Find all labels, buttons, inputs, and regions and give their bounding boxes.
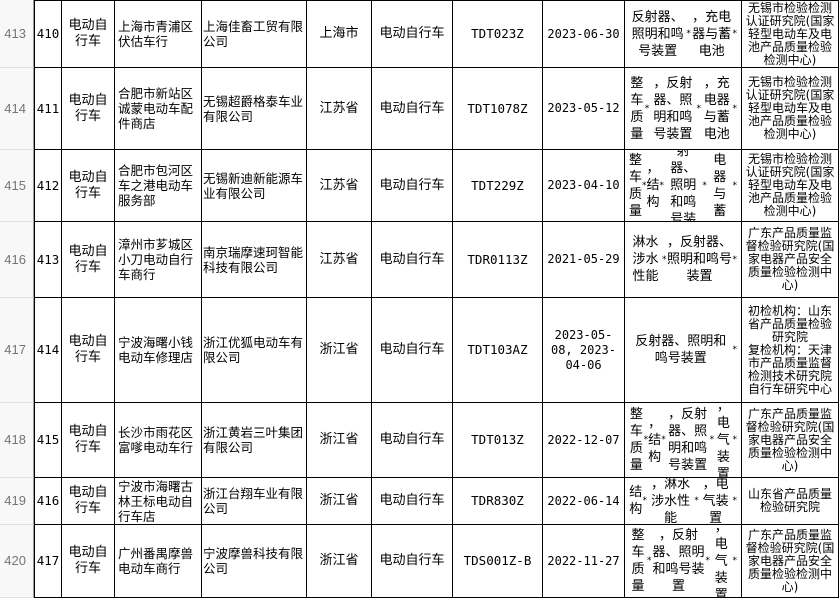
cell-manufacturer[interactable]: 无锡超爵格泰车业有限公司 <box>202 68 307 150</box>
cell-product-name[interactable]: 电动自行车 <box>372 478 453 525</box>
cell-inspection-agency[interactable]: 无锡市检验检测认证研究院(国家轻型电动车及电池产品质量检验检测中心) <box>742 0 839 68</box>
cell-model-number[interactable]: TDT013Z <box>453 403 543 478</box>
row-number-header[interactable]: 419 <box>0 478 34 525</box>
cell-failed-items[interactable]: 反射器、照明和鸣号装置 * ，充电器与蓄电池 * <box>625 0 742 68</box>
cell-product-name[interactable]: 电动自行车 <box>372 298 453 403</box>
row-number-header[interactable]: 418 <box>0 403 34 478</box>
cell-manufacturer[interactable]: 浙江黄岩三叶集团有限公司 <box>202 403 307 478</box>
cell-store-name[interactable]: 合肥市包河区车之港电动车服务部 <box>115 150 202 222</box>
cell-store-name[interactable]: 合肥市新站区诚蒙电动车配件商店 <box>115 68 202 150</box>
cell-product-category[interactable]: 电动自行车 <box>62 150 115 222</box>
table-row: 419 416 电动自行车 宁波市海曙古林王标电动自行车店 浙江台翔车业有限公司… <box>0 478 839 525</box>
cell-store-name[interactable]: 广州番禺摩兽电动车商行 <box>115 525 202 598</box>
cell-province[interactable]: 上海市 <box>307 0 372 68</box>
cell-inspection-agency[interactable]: 无锡市检验检测认证研究院(国家轻型电动车及电池产品质量检验检测中心) <box>742 150 839 222</box>
cell-product-category[interactable]: 电动自行车 <box>62 0 115 68</box>
table-row: 420 417 电动自行车 广州番禺摩兽电动车商行 宁波摩兽科技有限公司 浙江省… <box>0 525 839 598</box>
cell-production-date[interactable]: 2022-06-14 <box>543 478 625 525</box>
cell-inspection-agency[interactable]: 广东产品质量监督检验研究院(国家电器产品安全质量检验检测中心) <box>742 222 839 298</box>
cell-store-name[interactable]: 宁波市海曙古林王标电动自行车店 <box>115 478 202 525</box>
cell-inspection-agency[interactable]: 山东省产品质量检验研究院 <box>742 478 839 525</box>
cell-seq-number[interactable]: 417 <box>34 525 62 598</box>
cell-inspection-agency[interactable]: 无锡市检验检测认证研究院(国家轻型电动车及电池产品质量检验检测中心) <box>742 68 839 150</box>
row-number-header[interactable]: 417 <box>0 298 34 403</box>
cell-product-category[interactable]: 电动自行车 <box>62 222 115 298</box>
cell-seq-number[interactable]: 410 <box>34 0 62 68</box>
cell-model-number[interactable]: TDS001Z-B <box>453 525 543 598</box>
cell-production-date[interactable]: 2022-12-07 <box>543 403 625 478</box>
cell-store-name[interactable]: 长沙市雨花区富嗲电动车行 <box>115 403 202 478</box>
cell-production-date[interactable]: 2023-06-30 <box>543 0 625 68</box>
cell-failed-items[interactable]: 整车质量 * ，反射器、照明和鸣号装置 * ，电气装置 * <box>625 525 742 598</box>
cell-province[interactable]: 江苏省 <box>307 150 372 222</box>
table-row: 414 411 电动自行车 合肥市新站区诚蒙电动车配件商店 无锡超爵格泰车业有限… <box>0 68 839 150</box>
cell-product-category[interactable]: 电动自行车 <box>62 298 115 403</box>
cell-inspection-agency[interactable]: 广东产品质量监督检验研究院(国家电器产品安全质量检验检测中心) <box>742 525 839 598</box>
cell-model-number[interactable]: TDT1078Z <box>453 68 543 150</box>
row-number-header[interactable]: 420 <box>0 525 34 598</box>
cell-product-category[interactable]: 电动自行车 <box>62 525 115 598</box>
cell-product-category[interactable]: 电动自行车 <box>62 478 115 525</box>
cell-production-date[interactable]: 2023-04-10 <box>543 150 625 222</box>
cell-seq-number[interactable]: 414 <box>34 298 62 403</box>
cell-province[interactable]: 浙江省 <box>307 298 372 403</box>
cell-failed-items[interactable]: 整车质量 * ，反射器、照明和鸣号装置 * ，充电器与蓄电池 * <box>625 68 742 150</box>
cell-manufacturer[interactable]: 宁波摩兽科技有限公司 <box>202 525 307 598</box>
cell-manufacturer[interactable]: 无锡新迪新能源车业有限公司 <box>202 150 307 222</box>
cell-province[interactable]: 浙江省 <box>307 403 372 478</box>
cell-inspection-agency[interactable]: 广东产品质量监督检验研究院(国家电器产品安全质量检验检测中心) <box>742 403 839 478</box>
cell-production-date[interactable]: 2023-05-08, 2023-04-06 <box>543 298 625 403</box>
cell-failed-items[interactable]: 结构 * ，淋水涉水性能 * ，电气装置 * <box>625 478 742 525</box>
row-number-header[interactable]: 413 <box>0 0 34 68</box>
table-row: 415 412 电动自行车 合肥市包河区车之港电动车服务部 无锡新迪新能源车业有… <box>0 150 839 222</box>
cell-manufacturer[interactable]: 南京瑞摩速珂智能科技有限公司 <box>202 222 307 298</box>
cell-manufacturer[interactable]: 浙江台翔车业有限公司 <box>202 478 307 525</box>
cell-product-name[interactable]: 电动自行车 <box>372 525 453 598</box>
cell-model-number[interactable]: TDT229Z <box>453 150 543 222</box>
cell-failed-items[interactable]: 淋水涉水性能 * ，反射器、照明和鸣号装置 * <box>625 222 742 298</box>
cell-seq-number[interactable]: 415 <box>34 403 62 478</box>
table-row: 413 410 电动自行车 上海市青浦区伏估车行 上海佳畜工贸有限公司 上海市 … <box>0 0 839 68</box>
cell-model-number[interactable]: TDR830Z <box>453 478 543 525</box>
cell-product-category[interactable]: 电动自行车 <box>62 403 115 478</box>
cell-product-name[interactable]: 电动自行车 <box>372 222 453 298</box>
cell-seq-number[interactable]: 412 <box>34 150 62 222</box>
cell-seq-number[interactable]: 413 <box>34 222 62 298</box>
cell-model-number[interactable]: TDT103AZ <box>453 298 543 403</box>
cell-seq-number[interactable]: 416 <box>34 478 62 525</box>
cell-manufacturer[interactable]: 浙江优狐电动车有限公司 <box>202 298 307 403</box>
row-number-header[interactable]: 414 <box>0 68 34 150</box>
cell-seq-number[interactable]: 411 <box>34 68 62 150</box>
cell-product-name[interactable]: 电动自行车 <box>372 68 453 150</box>
cell-production-date[interactable]: 2021-05-29 <box>543 222 625 298</box>
cell-production-date[interactable]: 2023-05-12 <box>543 68 625 150</box>
cell-product-category[interactable]: 电动自行车 <box>62 68 115 150</box>
cell-failed-items[interactable]: 反射器、照明和鸣号装置 * <box>625 298 742 403</box>
cell-province[interactable]: 江苏省 <box>307 68 372 150</box>
cell-model-number[interactable]: TDR0113Z <box>453 222 543 298</box>
cell-product-name[interactable]: 电动自行车 <box>372 150 453 222</box>
cell-model-number[interactable]: TDT023Z <box>453 0 543 68</box>
cell-store-name[interactable]: 上海市青浦区伏估车行 <box>115 0 202 68</box>
row-number-header[interactable]: 415 <box>0 150 34 222</box>
cell-product-name[interactable]: 电动自行车 <box>372 403 453 478</box>
table-row: 417 414 电动自行车 宁波海曙小钱电动车修理店 浙江优狐电动车有限公司 浙… <box>0 298 839 403</box>
cell-production-date[interactable]: 2022-11-27 <box>543 525 625 598</box>
cell-failed-items[interactable]: 整车质量*，结构*，反射器、照明和鸣号装置*，充电器与蓄电池* <box>625 150 742 222</box>
cell-product-name[interactable]: 电动自行车 <box>372 0 453 68</box>
cell-store-name[interactable]: 宁波海曙小钱电动车修理店 <box>115 298 202 403</box>
cell-manufacturer[interactable]: 上海佳畜工贸有限公司 <box>202 0 307 68</box>
cell-inspection-agency[interactable]: 初检机构：山东省产品质量检验研究院 复检机构：天津市产品质量监督检测技术研究院自… <box>742 298 839 403</box>
table-row: 416 413 电动自行车 漳州市芗城区小刀电动自行车商行 南京瑞摩速珂智能科技… <box>0 222 839 298</box>
cell-failed-items[interactable]: 整车质量 * ，结构 * ，反射器、照明和鸣号装置 * ，电气装置 * <box>625 403 742 478</box>
cell-province[interactable]: 江苏省 <box>307 222 372 298</box>
cell-province[interactable]: 浙江省 <box>307 478 372 525</box>
row-number-header[interactable]: 416 <box>0 222 34 298</box>
cell-store-name[interactable]: 漳州市芗城区小刀电动自行车商行 <box>115 222 202 298</box>
table-row: 418 415 电动自行车 长沙市雨花区富嗲电动车行 浙江黄岩三叶集团有限公司 … <box>0 403 839 478</box>
cell-province[interactable]: 浙江省 <box>307 525 372 598</box>
